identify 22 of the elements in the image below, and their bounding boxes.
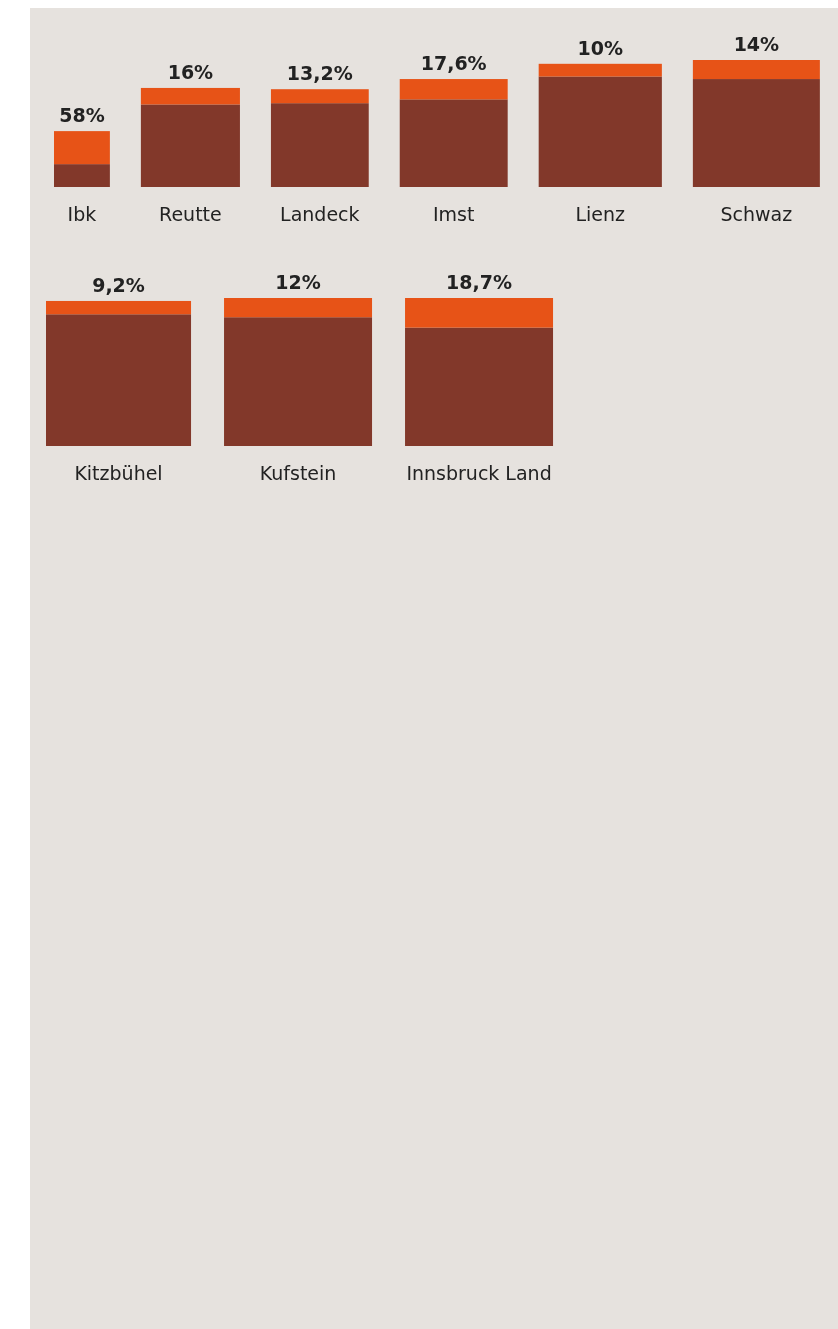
- bar: [224, 317, 373, 446]
- x-tick-label: Kufstein: [259, 462, 337, 484]
- bar: [405, 298, 554, 328]
- x-tick-label: Lienz: [575, 203, 626, 225]
- annotation: 10%: [577, 36, 624, 59]
- x-tick-label: Reutte: [159, 203, 222, 225]
- bar: [224, 298, 373, 318]
- bar: [405, 327, 554, 446]
- annotation: 13,2%: [286, 62, 353, 85]
- x-tick-label: Innsbruck Land: [406, 462, 552, 484]
- annotation: 17,6%: [420, 52, 487, 75]
- x-tick-label: Kitzbühel: [74, 462, 163, 484]
- annotation: 12%: [275, 271, 321, 293]
- annotation: 14%: [733, 33, 780, 55]
- annotation: 18,7%: [446, 271, 512, 293]
- x-tick-label: Landeck: [280, 203, 360, 225]
- annotation: 16%: [167, 60, 214, 83]
- x-tick-label: Ibk: [67, 203, 97, 225]
- annotation: 9,2%: [92, 273, 145, 296]
- annotation: 58%: [59, 104, 105, 127]
- x-tick-label: Imst: [432, 203, 475, 225]
- x-tick-label: Schwaz: [720, 203, 793, 225]
